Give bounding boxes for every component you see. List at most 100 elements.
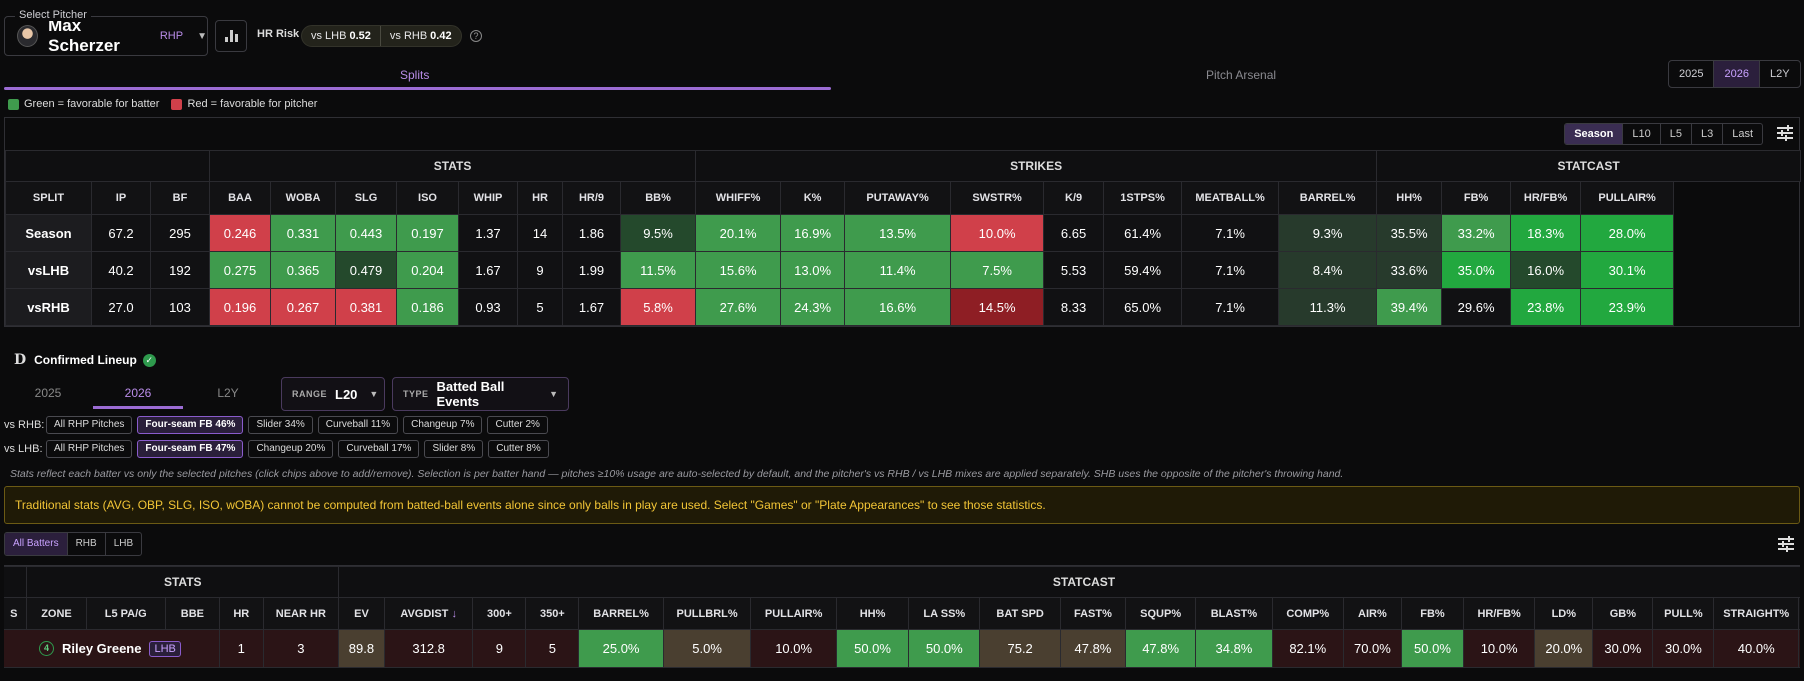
filter-rhb[interactable]: RHB (68, 533, 106, 555)
lineup-year-2025[interactable]: 2025 (34, 386, 62, 400)
batter-col-header-pullbrl-pct[interactable]: PULLBRL% (662, 597, 752, 630)
chart-button[interactable] (215, 20, 247, 52)
batter-col-header-300[interactable]: 300+ (472, 597, 527, 630)
batter-col-header-350[interactable]: 350+ (525, 597, 580, 630)
batter-row[interactable]: 4 Riley Greene LHB 1 3 89.8 312.8 9 5 25.0% 5.0% 10… (4, 629, 1800, 668)
batter-filter[interactable]: All Batters RHB LHB (4, 532, 143, 556)
batter-col-header-squp-pct[interactable]: SQUP% (1125, 597, 1197, 630)
pitch-chip[interactable]: All RHP Pitches (46, 440, 133, 458)
range-selector[interactable]: Season L10 L5 L3 Last (1564, 123, 1763, 145)
pitch-chip[interactable]: Cutter 8% (488, 440, 549, 458)
col-header-hh-pct[interactable]: HH% (1376, 181, 1443, 215)
pitch-chip[interactable]: Four-seam FB 46% (137, 416, 244, 434)
batter-col-header-fb-pct[interactable]: FB% (1400, 597, 1465, 630)
batter-table-wrap[interactable]: STATS STATCAST S ZONE L5 PA/G BBE HR NEAR HR EV… (4, 565, 1800, 681)
col-header-hr-9[interactable]: HR/9 (562, 181, 622, 215)
pitch-chip[interactable]: Changeup 7% (403, 416, 483, 434)
tune-icon[interactable] (1777, 125, 1793, 141)
batter-col-header-air-pct[interactable]: AIR% (1342, 597, 1402, 630)
batter-col-header-avgdist[interactable]: AVGDIST ↓ (383, 597, 474, 630)
batter-col-header-gb-pct[interactable]: GB% (1592, 597, 1654, 630)
col-header-swstr-pct[interactable]: SWSTR% (950, 181, 1045, 215)
year-l2y[interactable]: L2Y (1769, 68, 1790, 80)
col-header-bf[interactable]: BF (149, 181, 211, 215)
stat-cell: 0.196 (209, 288, 272, 326)
col-header-iso[interactable]: ISO (396, 181, 460, 215)
col-header-meatball-pct[interactable]: MEATBALL% (1181, 181, 1280, 215)
col-header-barrel-pct[interactable]: BARREL% (1278, 181, 1378, 215)
col-header-woba[interactable]: WOBA (270, 181, 337, 215)
batter-col-header-la-ss-pct[interactable]: LA SS% (908, 597, 981, 630)
col-header-slg[interactable]: SLG (335, 181, 398, 215)
batter-col-header-ev[interactable]: EV (338, 597, 385, 630)
batter-name-cell[interactable]: 4 Riley Greene LHB (4, 629, 220, 668)
stat-cell: 9 (517, 251, 564, 289)
col-header-hr[interactable]: HR (517, 181, 564, 215)
filter-all-batters[interactable]: All Batters (5, 533, 68, 555)
batter-col-header-hr-fb-pct[interactable]: HR/FB% (1463, 597, 1536, 630)
batter-col-header-hr[interactable]: HR (218, 597, 264, 630)
col-header-1stps-pct[interactable]: 1STPS% (1103, 181, 1183, 215)
col-header-baa[interactable]: BAA (209, 181, 272, 215)
col-header-fb-pct[interactable]: FB% (1441, 181, 1512, 215)
col-header-ip[interactable]: IP (91, 181, 151, 215)
batter-col-header-bbe[interactable]: BBE (164, 597, 220, 630)
pitch-chip[interactable]: Slider 34% (248, 416, 313, 434)
batter-table: STATS STATCAST S ZONE L5 PA/G BBE HR NEAR HR EV… (4, 566, 1800, 668)
range-l10[interactable]: L10 (1623, 124, 1661, 144)
tab-pitch-arsenal[interactable]: Pitch Arsenal (1206, 68, 1277, 82)
stat-cell: 8.4% (1278, 251, 1378, 289)
tab-splits[interactable]: Splits (400, 68, 430, 82)
pitch-chip[interactable]: All RHP Pitches (46, 416, 133, 434)
range-l5[interactable]: L5 (1661, 124, 1692, 144)
col-header-whip[interactable]: WHIP (458, 181, 519, 215)
batter-col-header-ld-pct[interactable]: LD% (1534, 597, 1594, 630)
col-header-putaway-pct[interactable]: PUTAWAY% (844, 181, 952, 215)
batter-col-header-c[interactable]: C (1797, 597, 1800, 630)
batter-col-header-zone[interactable]: ZONE (26, 597, 87, 630)
help-icon[interactable]: ? (470, 30, 482, 42)
batter-col-header-pullair-pct[interactable]: PULLAIR% (750, 597, 837, 630)
col-header-whiff-pct[interactable]: WHIFF% (695, 181, 782, 215)
tune-icon[interactable] (1778, 536, 1794, 552)
batter-col-header-near-hr[interactable]: NEAR HR (262, 597, 340, 630)
pitch-chip[interactable]: Curveball 11% (317, 416, 399, 434)
col-header-split[interactable]: SPLIT (5, 181, 92, 215)
col-header-k-9[interactable]: K/9 (1043, 181, 1105, 215)
pitch-chip[interactable]: Curveball 17% (338, 440, 420, 458)
batter-col-header-blast-pct[interactable]: BLAST% (1195, 597, 1273, 630)
filter-lhb[interactable]: LHB (113, 538, 134, 549)
stat-cell: 16.0% (1510, 251, 1582, 289)
batter-col-header-pull-pct[interactable]: PULL% (1652, 597, 1715, 630)
batter-name[interactable]: Riley Greene (61, 641, 142, 656)
batter-col-header-s[interactable]: S (4, 597, 28, 630)
col-header-hr-fb-pct[interactable]: HR/FB% (1510, 181, 1582, 215)
year-selector[interactable]: 2025 2026 L2Y (1668, 60, 1801, 88)
range-dropdown[interactable]: RANGE L20 ▼ (281, 377, 385, 411)
pitch-chip[interactable]: Changeup 20% (248, 440, 334, 458)
batter-col-header-comp-pct[interactable]: COMP% (1271, 597, 1344, 630)
col-header-k-pct[interactable]: K% (780, 181, 846, 215)
range-season[interactable]: Season (1565, 124, 1624, 144)
type-dropdown[interactable]: TYPE Batted Ball Events ▼ (392, 377, 569, 411)
range-l3[interactable]: L3 (1692, 124, 1724, 144)
year-2026[interactable]: 2026 (1714, 61, 1760, 87)
batter-col-header-straight-pct[interactable]: STRAIGHT% (1713, 597, 1799, 630)
lineup-year-l2y[interactable]: L2Y (217, 386, 239, 400)
pitch-chip[interactable]: Four-seam FB 47% (137, 440, 244, 458)
pitch-chip[interactable]: Cutter 2% (487, 416, 548, 434)
lineup-year-2026[interactable]: 2026 (124, 386, 152, 400)
year-2025[interactable]: 2025 (1669, 61, 1715, 87)
batter-col-header-fast-pct[interactable]: FAST% (1059, 597, 1127, 630)
batter-col-header-barrel-pct[interactable]: BARREL% (578, 597, 664, 630)
col-header-pullair-pct[interactable]: PULLAIR% (1580, 181, 1675, 215)
lineup-year-indicator (93, 406, 183, 409)
col-header-bb-pct[interactable]: BB% (620, 181, 697, 215)
batter-col-header-hh-pct[interactable]: HH% (835, 597, 910, 630)
batter-col-header-bat-spd[interactable]: BAT SPD (979, 597, 1061, 630)
batter-col-header-l5-pa-g[interactable]: L5 PA/G (85, 597, 166, 630)
pitch-chip[interactable]: Slider 8% (424, 440, 484, 458)
range-last[interactable]: Last (1732, 128, 1753, 140)
batter-stat-cell: 75.2 (979, 629, 1061, 668)
pitcher-select[interactable]: Select Pitcher Max Scherzer RHP ▼ (4, 9, 208, 56)
